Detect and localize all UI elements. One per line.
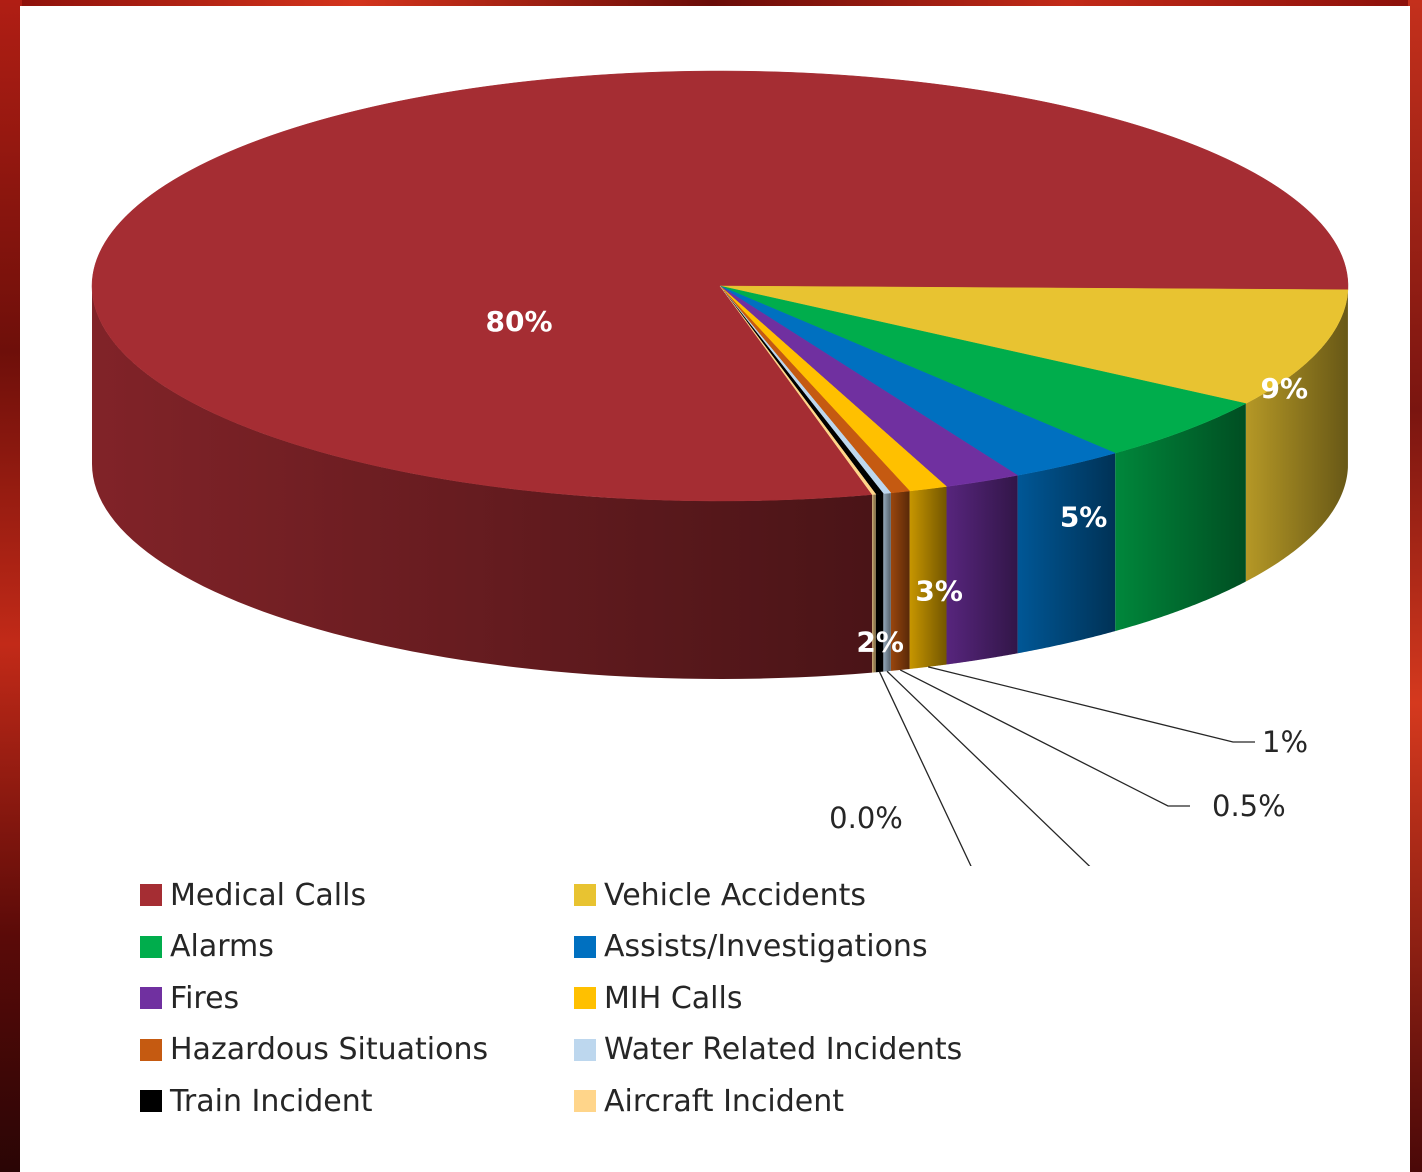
legend-swatch (574, 1090, 596, 1112)
pie-side-mih-calls (909, 486, 947, 669)
pie-data-labels: 80% 9% 5% 3% 2% (486, 305, 1309, 658)
callout-line-water-related-incidents (886, 670, 1091, 866)
pie-callouts: 1%0.5%0.2%0.1%0.0% (829, 666, 1308, 866)
legend-swatch (140, 987, 162, 1009)
data-label-mih-calls: 1% (1262, 725, 1308, 759)
legend-item-hazardous-situations: Hazardous Situations (140, 1028, 488, 1072)
pie-side-water-related-incidents (883, 492, 891, 672)
pie-side-aircraft-incident (872, 494, 876, 673)
pie-side-train-incident (875, 493, 884, 673)
legend-label: Water Related Incidents (604, 1032, 963, 1067)
pie-side-vehicle-accidents (1245, 289, 1348, 582)
data-label-hazardous-situations: 0.5% (1212, 789, 1286, 823)
callout-line-mih-calls (927, 666, 1255, 743)
legend-swatch (140, 1038, 162, 1061)
legend-label: Aircraft Incident (604, 1083, 845, 1119)
background-frame-right (1408, 0, 1422, 1172)
background-frame-top (0, 0, 1422, 8)
legend-swatch (574, 987, 596, 1009)
legend-item-train-incident: Train Incident (140, 1079, 373, 1123)
data-label-medical-calls: 80% (486, 305, 553, 338)
legend-label: Alarms (170, 929, 274, 964)
legend-label: Assists/Investigations (604, 929, 928, 964)
background-frame-left (0, 0, 22, 1172)
legend-swatch (140, 1090, 162, 1112)
callout-line-hazardous-situations (899, 669, 1190, 807)
legend-swatch (574, 1038, 596, 1061)
pie-slice-aircraft-incident (719, 285, 877, 495)
legend-item-medical-calls: Medical Calls (140, 873, 366, 917)
legend-swatch (574, 935, 596, 958)
data-label-aircraft-incident: 0.0% (829, 801, 903, 835)
pie-side-assists-investigations (1017, 453, 1116, 654)
legend-item-aircraft-incident: Aircraft Incident (574, 1079, 844, 1123)
data-label-alarms: 5% (1060, 500, 1108, 533)
pie-slice-alarms (719, 285, 1247, 454)
pie-chart: 1%0.5%0.2%0.1%0.0% 80%9%5%3%2% (91, 70, 1349, 866)
legend-item-water-related-incidents: Water Related Incidents (574, 1028, 962, 1072)
pie-side-hazardous-situations (890, 490, 910, 671)
legend-item-mih-calls: MIH Calls (574, 976, 742, 1020)
legend-item-assists-investigations: Assists/Investigations (574, 925, 928, 969)
chart-panel: 1%0.5%0.2%0.1%0.0% 80%9%5%3%2% Medical C… (20, 6, 1410, 1172)
legend-swatch (140, 884, 162, 906)
legend-label: Train Incident (170, 1083, 373, 1119)
data-label-assists-investigations: 3% (915, 574, 963, 607)
legend-label: MIH Calls (604, 980, 743, 1016)
pie-top-faces (91, 70, 1349, 502)
data-label-vehicle-accidents: 9% (1261, 372, 1309, 405)
legend-label: Vehicle Accidents (604, 877, 867, 913)
legend-label: Fires (170, 980, 240, 1016)
data-label-fires: 2% (856, 625, 904, 658)
legend-item-vehicle-accidents: Vehicle Accidents (574, 873, 866, 917)
legend-item-alarms: Alarms (140, 925, 274, 969)
legend-label: Medical Calls (170, 877, 367, 913)
pie-side-fires (946, 475, 1018, 665)
legend-swatch (574, 884, 596, 906)
callout-line-train-incident (878, 671, 972, 866)
pie-side-alarms (1115, 403, 1246, 632)
legend-label: Hazardous Situations (170, 1032, 489, 1067)
pie-side-medical-calls (92, 286, 873, 679)
legend-swatch (140, 935, 162, 958)
legend-item-fires: Fires (140, 976, 239, 1020)
pie-sides (92, 286, 1348, 679)
pie-slice-vehicle-accidents (719, 285, 1349, 404)
chart-legend: Medical Calls Vehicle Accidents Alarms Assi… (140, 873, 1040, 1143)
